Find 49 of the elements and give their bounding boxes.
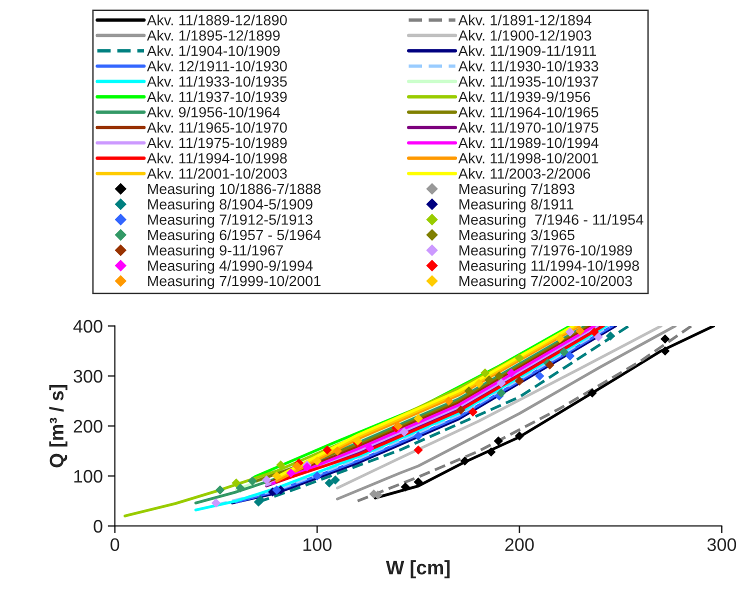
y-axis-title: Q [m³ / s] xyxy=(49,384,68,468)
legend-label: Akv. 11/2003-2/2006 xyxy=(458,168,590,179)
legend-label: Akv. 1/1891-12/1894 xyxy=(458,14,592,26)
legend-label: Measuring 11/1994-10/1998 xyxy=(459,260,640,274)
legend-label: Akv. 11/1939-9/1956 xyxy=(458,91,590,102)
x-axis-title: W [cm] xyxy=(386,560,450,578)
legend-label: Akv. 11/2001-10/2003 xyxy=(146,168,287,179)
x-tick-label: 200 xyxy=(505,538,534,552)
legend-label: Akv. 11/1930-10/1933 xyxy=(458,60,598,72)
legend-label: Measuring 7/1976-10/1989 xyxy=(459,244,632,258)
legend-label: Measuring 10/1886-7/1888 xyxy=(148,183,321,198)
x-tick-label: 0 xyxy=(110,538,120,552)
legend-label: Akv. 11/1909-11/1911 xyxy=(458,45,596,56)
x-tick-label: 100 xyxy=(303,538,332,552)
legend-label: Akv. 11/1889-12/1890 xyxy=(146,14,287,26)
y-tick-label: 300 xyxy=(74,370,102,383)
x-tick-label: 300 xyxy=(707,538,736,552)
legend-label: Akv. 11/1975-10/1989 xyxy=(146,137,287,148)
legend-label: Measuring 8/1911 xyxy=(459,198,574,212)
legend-label: Akv. 12/1911-10/1930 xyxy=(146,60,287,72)
legend-label: Akv. 1/1904-10/1909 xyxy=(146,45,280,56)
legend-label: Measuring 7/1912-5/1913 xyxy=(148,214,312,228)
point xyxy=(494,371,504,381)
legend-label: Measuring 7/2002-10/2003 xyxy=(459,275,632,290)
y-tick-label: 0 xyxy=(94,520,102,533)
legend-label: Akv. 1/1900-12/1903 xyxy=(458,30,592,41)
legend-label: Measuring 9-11/1967 xyxy=(148,244,283,258)
legend-label: Measuring 7/1893 xyxy=(459,183,574,198)
legend-label: Akv. 11/1970-10/1975 xyxy=(458,122,598,133)
legend-label: Akv. 11/1989-10/1994 xyxy=(458,137,598,148)
legend-label: Measuring 3/1965 xyxy=(459,229,574,244)
legend-label: Measuring 4/1990-9/1994 xyxy=(148,260,313,274)
y-tick-label: 200 xyxy=(74,420,102,433)
legend-label: Akv. 11/1937-10/1939 xyxy=(146,91,287,102)
y-tick-label: 100 xyxy=(74,470,102,483)
legend-label: Akv. 9/1956-10/1964 xyxy=(146,106,280,118)
legend-label: Akv. 11/1994-10/1998 xyxy=(146,152,287,164)
y-tick-label: 400 xyxy=(73,320,102,333)
legend-label: Akv. 11/1965-10/1970 xyxy=(146,122,287,133)
legend-label: Akv. 11/1998-10/2001 xyxy=(458,152,598,164)
legend-label: Measuring 7/1999-10/2001 xyxy=(148,275,321,290)
legend-label: Measuring 7/1946 - 11/1954 xyxy=(459,214,644,228)
legend-label: Akv. 11/1964-10/1965 xyxy=(458,106,598,118)
legend-label: Akv. 1/1895-12/1899 xyxy=(146,30,280,41)
point xyxy=(276,460,286,470)
legend-label: Akv. 11/1933-10/1935 xyxy=(146,76,287,87)
legend-label: Measuring 8/1904-5/1909 xyxy=(148,198,312,212)
legend-label: Akv. 11/1935-10/1937 xyxy=(458,76,598,87)
legend-label: Measuring 6/1957 - 5/1964 xyxy=(148,229,321,244)
